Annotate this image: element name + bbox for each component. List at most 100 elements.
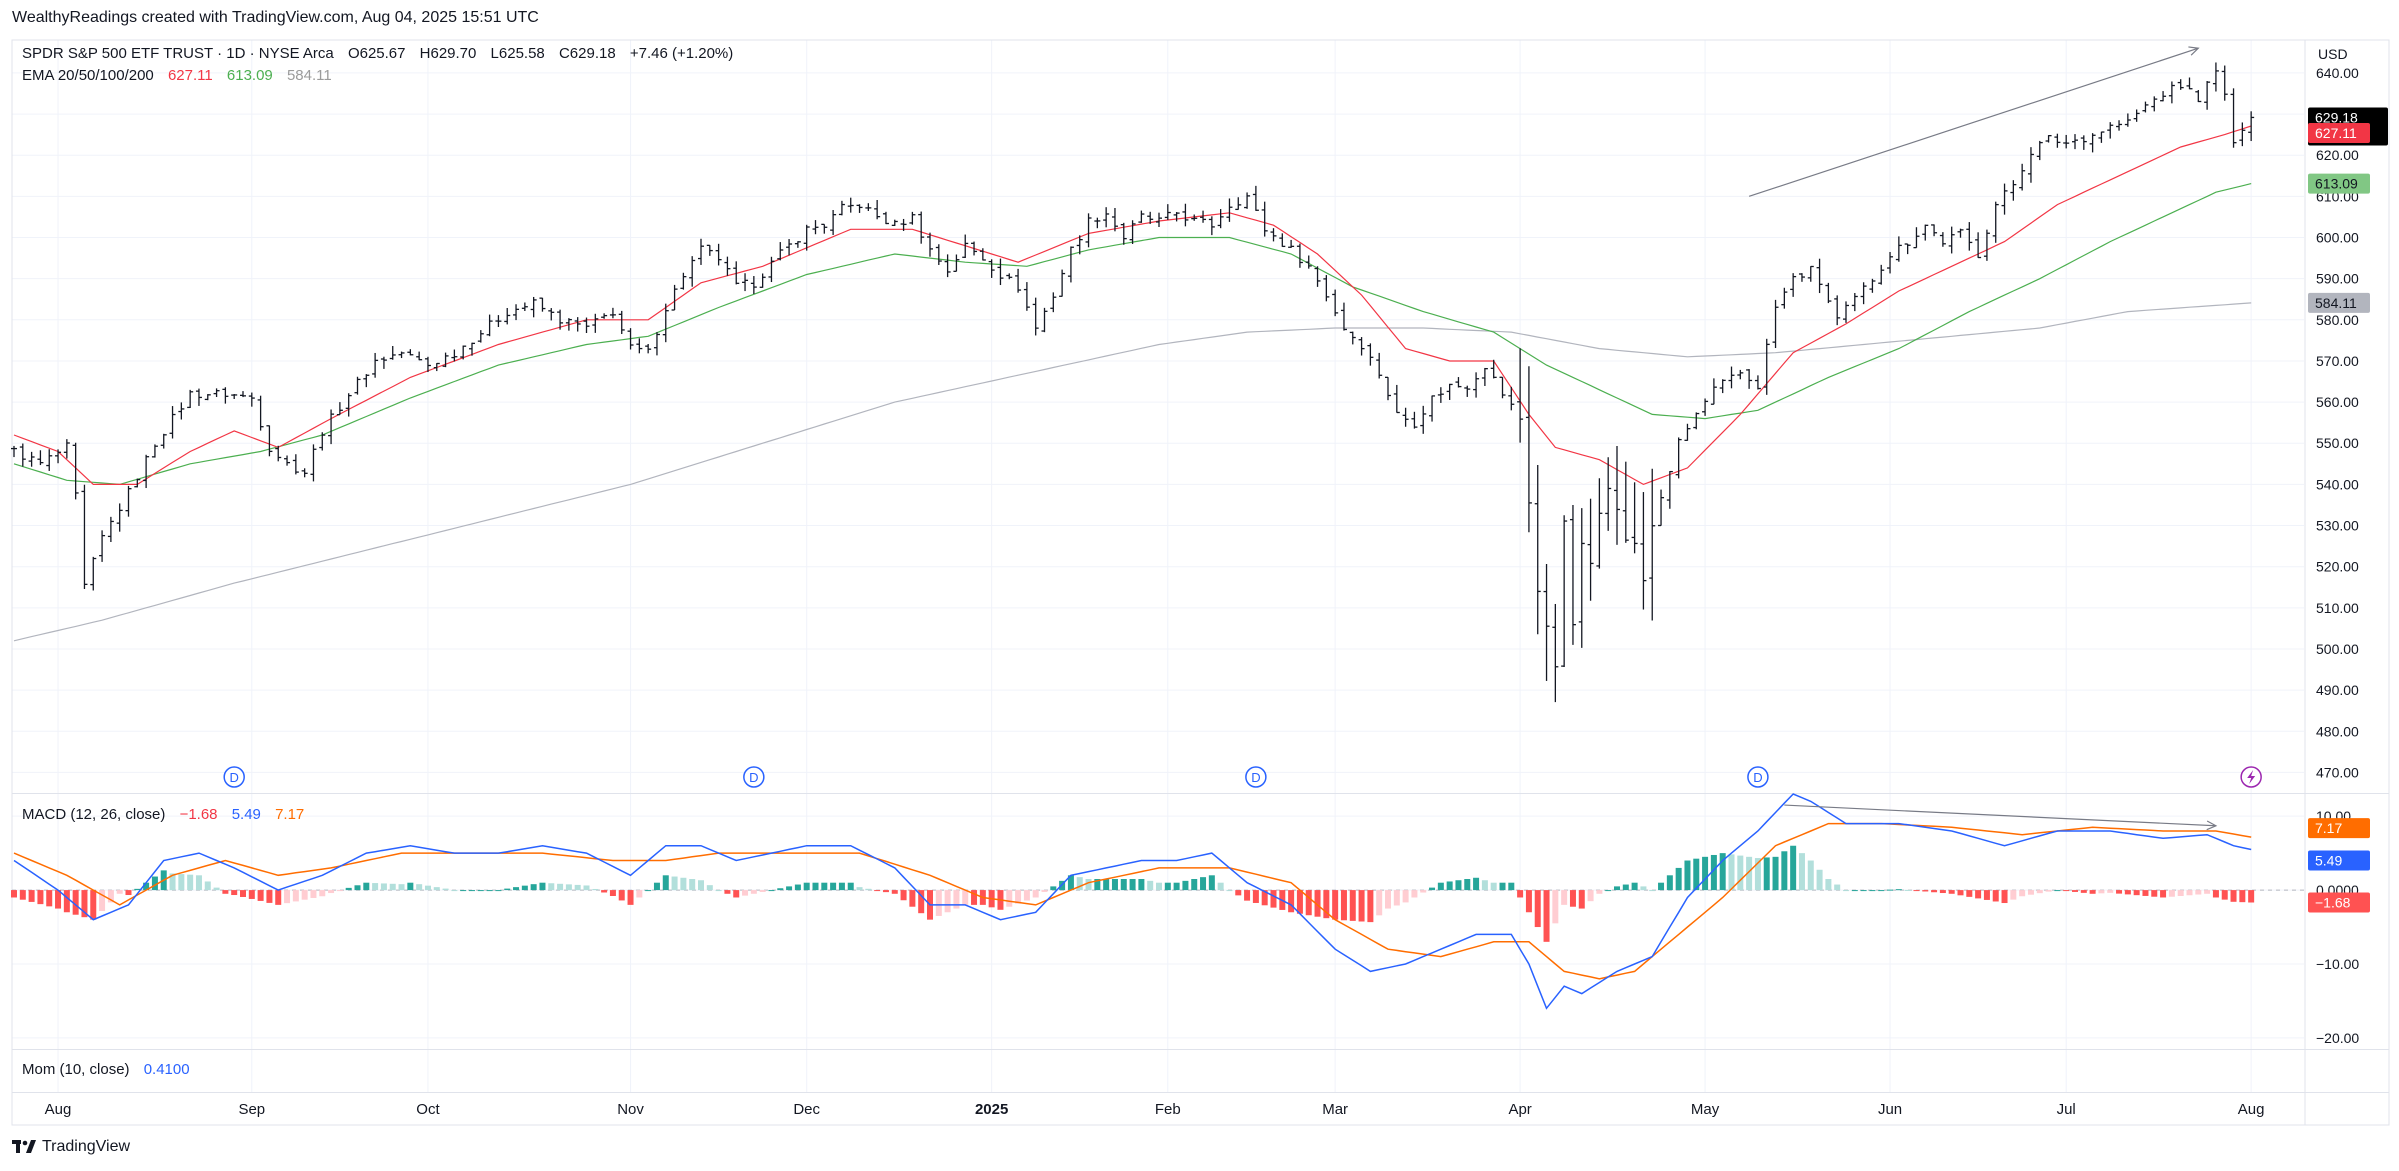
- close-value: C629.18: [558, 45, 616, 62]
- macd-histogram-bar: [63, 890, 70, 913]
- ohlc-bar: [2142, 101, 2149, 113]
- macd-histogram-bar: [1693, 858, 1700, 891]
- macd-histogram-bar: [1798, 853, 1805, 891]
- macd-histogram-bar: [2230, 890, 2237, 902]
- ohlc-bar: [971, 241, 978, 256]
- ohlc-bar: [1860, 282, 1867, 305]
- macd-histogram-bar: [557, 883, 564, 891]
- macd-histogram-bar: [107, 890, 114, 903]
- ohlc-bar: [2107, 122, 2114, 139]
- macd-signal-tag-bg: [2308, 818, 2370, 839]
- macd-axis-tick: −20.00: [2316, 1030, 2359, 1046]
- price-axis-tick: 480.00: [2316, 723, 2359, 739]
- macd-histogram-bar: [1120, 879, 1127, 891]
- ohlc-bar: [882, 211, 889, 225]
- macd-histogram-bar: [2133, 890, 2140, 896]
- ohlc-bar: [389, 346, 396, 360]
- ohlc-bar: [1464, 385, 1471, 397]
- price-trend-line: [1748, 47, 2199, 197]
- ohlc-bar: [1252, 185, 1259, 211]
- time-axis-tick: Feb: [1155, 1101, 1181, 1118]
- ohlc-bar: [2063, 134, 2070, 149]
- macd-histogram-bar: [1948, 890, 1955, 894]
- macd-histogram-bar: [1922, 890, 1929, 892]
- ohlc-bar: [1358, 337, 1365, 356]
- ohlc-bar: [1878, 264, 1885, 285]
- price-axis-tick: 580.00: [2316, 312, 2359, 328]
- macd-histogram-bar: [1490, 882, 1497, 891]
- macd-histogram-bar: [398, 884, 405, 891]
- ohlc-bar: [2151, 96, 2158, 112]
- ohlc-bar: [574, 317, 581, 332]
- price-axis-tick: 490.00: [2316, 682, 2359, 698]
- ohlc-bar: [2212, 62, 2219, 92]
- macd-histogram-bar: [2248, 890, 2255, 903]
- ohlc-bar: [1226, 198, 1233, 222]
- macd-histogram-bar: [1517, 890, 1524, 898]
- ohlc-bar: [151, 444, 158, 458]
- macd-hist-tag-bg: [2308, 892, 2370, 913]
- ema-legend[interactable]: EMA 20/50/100/200 627.11 613.09 584.11: [22, 67, 332, 84]
- macd-histogram-bar: [1147, 880, 1154, 891]
- ohlc-bar: [2019, 163, 2026, 191]
- macd-legend[interactable]: MACD (12, 26, close) −1.68 5.49 7.17: [22, 806, 304, 823]
- ohlc-bar: [1059, 269, 1066, 297]
- ohlc-bar: [1790, 273, 1797, 297]
- ohlc-bar: [706, 244, 713, 256]
- macd-histogram-bar: [363, 882, 370, 891]
- macd-histogram-bar: [2010, 890, 2017, 900]
- macd-histogram-bar: [2107, 890, 2114, 893]
- macd-histogram-bar: [874, 890, 881, 892]
- ohlc-bar: [1006, 273, 1013, 280]
- ohlc-bar: [1763, 338, 1770, 395]
- dividend-marker-icon: [223, 766, 245, 788]
- ohlc-bar: [733, 261, 740, 285]
- dividend-marker-label: D: [229, 770, 238, 785]
- ohlc-bar: [1385, 376, 1391, 401]
- ohlc-bar: [63, 439, 70, 459]
- ohlc-bar: [1534, 465, 1541, 635]
- macd-histogram-bar: [530, 884, 537, 891]
- ohlc-bar: [1552, 603, 1559, 703]
- ohlc-bar: [125, 485, 132, 517]
- ohlc-bar: [1666, 470, 1673, 509]
- ohlc-bar: [1816, 258, 1823, 294]
- ohlc-bar: [1411, 411, 1418, 429]
- momentum-legend[interactable]: Mom (10, close) 0.4100: [22, 1061, 190, 1078]
- ohlc-bar: [1569, 505, 1576, 645]
- macd-histogram-bar: [803, 882, 810, 891]
- ema50-value: 613.09: [226, 67, 273, 84]
- tradingview-brand[interactable]: TradingView: [12, 1138, 130, 1156]
- macd-histogram-bar: [565, 884, 572, 891]
- ohlc-bar: [1895, 236, 1902, 262]
- ohlc-bar: [345, 393, 352, 417]
- currency-label[interactable]: USD: [2318, 46, 2348, 62]
- macd-histogram-bar: [838, 882, 845, 891]
- macd-histogram-bar: [2089, 890, 2096, 894]
- macd-histogram-bar: [1429, 887, 1436, 891]
- ohlc-bar: [1596, 478, 1603, 569]
- macd-histogram-bar: [284, 890, 291, 904]
- macd-histogram-bar: [1411, 890, 1418, 898]
- macd-histogram-bar: [944, 890, 951, 913]
- macd-histogram-bar: [301, 890, 308, 900]
- macd-histogram-bar: [2001, 890, 2008, 904]
- dividend-marker-label: D: [1753, 770, 1762, 785]
- macd-histogram-bar: [1658, 882, 1665, 891]
- macd-histogram-bar: [1675, 867, 1682, 891]
- ohlc-bar: [1296, 243, 1303, 268]
- macd-histogram-bar: [1825, 879, 1832, 891]
- macd-histogram-bar: [1041, 890, 1048, 892]
- ohlc-bar: [1631, 482, 1638, 554]
- ohlc-bar: [1103, 207, 1110, 228]
- macd-histogram: [11, 845, 2255, 942]
- macd-histogram-bar: [1455, 880, 1462, 891]
- price-axis-tick: 520.00: [2316, 559, 2359, 575]
- ohlc-bar: [1305, 255, 1312, 269]
- macd-histogram-bar: [645, 890, 652, 892]
- ohlc-bar: [363, 374, 370, 388]
- ohlc-bar: [786, 239, 793, 256]
- macd-histogram-bar: [1666, 875, 1673, 891]
- ohlc-bar: [1640, 492, 1647, 610]
